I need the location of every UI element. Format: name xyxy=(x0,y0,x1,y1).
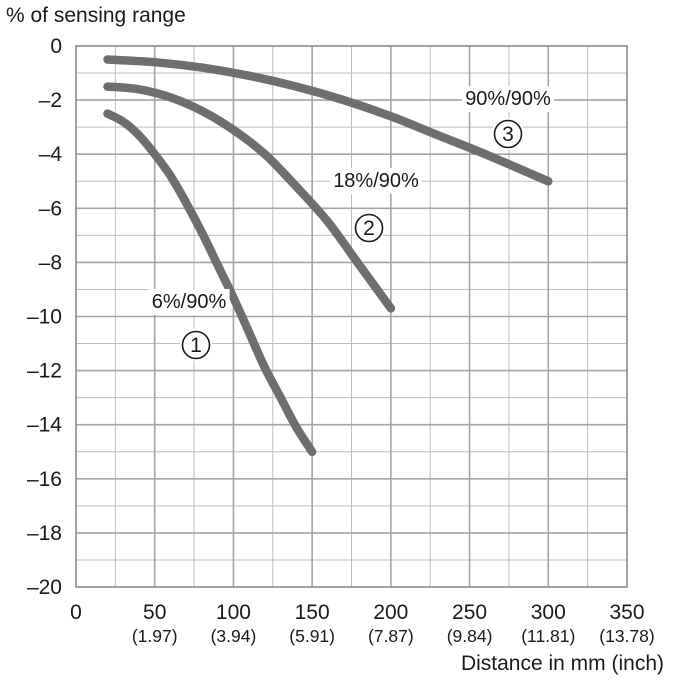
x-tick-label: 50 xyxy=(143,601,166,624)
series-line-1 xyxy=(103,109,317,457)
series-line-2 xyxy=(103,82,396,313)
x-tick-sublabel: (3.94) xyxy=(211,626,257,646)
y-axis-ticks: 0 –2 –4 –6 –8 –10 –12 –14 –16 –18 –20 xyxy=(27,35,62,599)
series-label-bg xyxy=(148,289,230,315)
y-tick-label: –10 xyxy=(27,306,62,329)
series-marker-number: 1 xyxy=(190,334,202,357)
x-tick-sublabel: (9.84) xyxy=(447,626,493,646)
x-axis-title: Distance in mm (inch) xyxy=(461,652,664,675)
series-marker-number: 3 xyxy=(502,123,514,146)
x-axis-ticks: 0 50(1.97)100(3.94)150(5.91)200(7.87)250(… xyxy=(70,601,655,646)
y-tick-label: –16 xyxy=(27,468,62,491)
x-tick-label: 0 xyxy=(70,601,82,624)
y-tick-label: 0 xyxy=(50,35,62,58)
series-lines xyxy=(103,55,553,457)
series-name-label: 90%/90% xyxy=(465,88,551,110)
series-labels: 6%/90% 1 18%/90% 2 90%/90% 3 xyxy=(148,86,555,361)
series-marker-number: 2 xyxy=(363,217,375,240)
x-tick-label: 100 xyxy=(216,601,251,624)
series-label-bg xyxy=(461,86,555,112)
series-marker-circle xyxy=(181,330,211,360)
grid-major xyxy=(76,46,627,587)
y-tick-label: –18 xyxy=(27,522,62,545)
x-tick-label: 200 xyxy=(373,601,408,624)
x-tick-sublabel: (11.81) xyxy=(521,626,575,646)
series-name-label: 6%/90% xyxy=(152,291,227,313)
series-marker-bg xyxy=(180,329,212,361)
y-tick-label: –12 xyxy=(27,360,62,383)
series-label-bg xyxy=(329,168,423,194)
series-marker-circle xyxy=(354,213,384,243)
series-name-label: 18%/90% xyxy=(333,170,419,192)
plot-border xyxy=(75,45,628,588)
x-tick-label: 300 xyxy=(531,601,566,624)
y-tick-label: –6 xyxy=(39,197,62,220)
x-tick-label: 350 xyxy=(609,601,644,624)
y-tick-label: –4 xyxy=(39,143,63,166)
series-line-3 xyxy=(103,55,553,186)
y-tick-label: –20 xyxy=(27,576,62,599)
x-tick-label: 250 xyxy=(452,601,487,624)
y-tick-label: –8 xyxy=(39,251,62,274)
x-tick-sublabel: (1.97) xyxy=(132,626,178,646)
y-tick-label: –2 xyxy=(39,89,62,112)
plot-frame xyxy=(75,45,628,588)
x-tick-sublabel: (13.78) xyxy=(599,626,654,646)
series-marker-circle xyxy=(493,119,523,149)
series-marker-bg xyxy=(353,212,385,244)
y-tick-label: –14 xyxy=(27,414,62,437)
x-tick-label: 150 xyxy=(295,601,330,624)
x-tick-sublabel: (5.91) xyxy=(289,626,335,646)
x-tick-sublabel: (7.87) xyxy=(368,626,414,646)
y-axis-title: % of sensing range xyxy=(6,4,186,27)
series-marker-bg xyxy=(492,118,524,150)
